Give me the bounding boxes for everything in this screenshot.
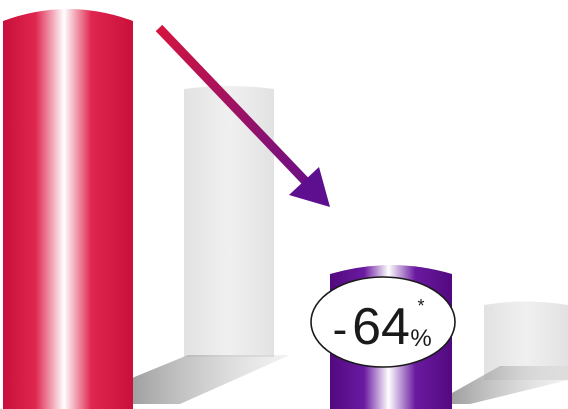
change-badge: - 64 % *: [310, 276, 456, 368]
background-bar-2: [484, 301, 568, 380]
shadow-bar-1: [132, 355, 290, 404]
data-bar-1: [3, 9, 133, 409]
shadow-bar-2: [452, 366, 568, 404]
decline-arrow: [155, 24, 330, 207]
background-bar-1: [184, 86, 274, 357]
bar-shadows: [132, 355, 568, 404]
badge-footnote-mark: *: [417, 296, 424, 316]
arrow-shaft: [155, 24, 314, 190]
background-bars: [184, 86, 568, 380]
badge-ellipse: [310, 276, 456, 368]
badge-unit: %: [410, 325, 431, 352]
badge-value: 64: [352, 298, 410, 356]
badge-sign: -: [333, 305, 348, 354]
arrow-head: [289, 167, 330, 207]
